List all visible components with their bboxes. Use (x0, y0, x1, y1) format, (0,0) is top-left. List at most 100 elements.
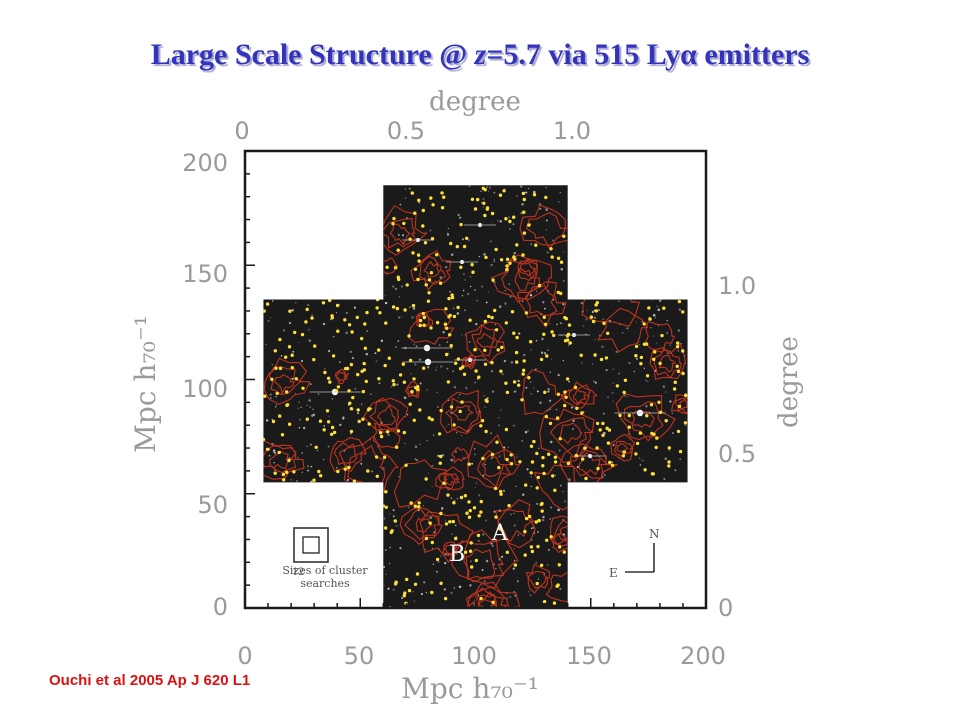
emitter-point (581, 457, 585, 461)
contour-line (679, 398, 688, 410)
emitter-point (643, 468, 647, 472)
emitter-point (322, 428, 326, 432)
noise-speck (529, 381, 532, 383)
emitter-point (540, 509, 544, 513)
top-axis-title: degree (429, 87, 521, 117)
emitter-point (527, 376, 531, 380)
noise-speck (446, 367, 449, 370)
noise-speck (477, 594, 479, 596)
noise-speck (470, 560, 472, 562)
noise-speck (669, 400, 672, 403)
noise-speck (570, 329, 572, 331)
noise-speck (426, 439, 428, 442)
noise-speck (513, 524, 516, 527)
emitter-point (263, 437, 266, 442)
emitter-point (559, 260, 564, 264)
noise-speck (650, 327, 652, 329)
emitter-point (530, 549, 535, 554)
noise-speck (562, 491, 564, 493)
noise-speck (571, 428, 574, 431)
noise-speck (473, 448, 476, 450)
emitter-point (673, 380, 677, 384)
x-tick-label: 50 (344, 642, 375, 670)
noise-speck (549, 518, 552, 520)
emitter-point (514, 350, 519, 355)
emitter-point (263, 394, 267, 398)
emitter-point (634, 354, 638, 358)
noise-speck (449, 290, 451, 293)
noise-speck (324, 367, 326, 370)
emitter-point (442, 195, 446, 199)
noise-speck (662, 385, 666, 388)
emitter-point (377, 348, 381, 352)
emitter-point (443, 596, 448, 601)
noise-speck (420, 592, 423, 596)
contour-line (381, 218, 417, 249)
noise-speck (541, 518, 545, 522)
emitter-point (532, 193, 537, 197)
noise-speck (541, 337, 544, 341)
noise-speck (546, 564, 549, 566)
emitter-point (378, 431, 383, 435)
noise-speck (300, 360, 304, 363)
contour-line (408, 308, 455, 345)
emitter-point (439, 408, 443, 413)
noise-speck (328, 350, 331, 353)
emitter-point (515, 243, 519, 247)
emitter-point (404, 463, 408, 467)
emitter-point (381, 504, 385, 508)
noise-speck (353, 306, 356, 309)
emitter-point (435, 320, 440, 325)
noise-speck (448, 423, 450, 426)
inset-marker-1: 1 (292, 567, 298, 578)
emitter-point (515, 335, 519, 340)
noise-speck (280, 354, 283, 357)
contour-line (443, 544, 457, 555)
noise-speck (450, 497, 453, 499)
emitter-point (482, 201, 486, 205)
noise-speck (406, 413, 409, 416)
emitter-point (465, 511, 469, 515)
noise-speck (437, 406, 439, 408)
noise-speck (306, 465, 310, 468)
noise-speck (656, 305, 658, 307)
noise-speck (322, 458, 325, 461)
noise-speck (478, 255, 481, 258)
contour-line (465, 548, 496, 580)
noise-speck (530, 243, 533, 246)
emitter-point (332, 430, 337, 435)
contour-line (525, 284, 558, 316)
emitter-point (553, 488, 557, 492)
emitter-point (487, 314, 491, 319)
contour-line (465, 586, 509, 608)
emitter-point (424, 477, 428, 481)
noise-speck (643, 367, 646, 370)
noise-speck (454, 450, 458, 453)
noise-speck (641, 459, 644, 462)
emitter-point (498, 527, 502, 531)
emitter-point (459, 222, 463, 227)
noise-speck (544, 307, 546, 310)
noise-speck (418, 201, 421, 204)
emitter-point (458, 409, 462, 414)
noise-speck (455, 535, 458, 537)
noise-speck (311, 414, 314, 417)
emitter-point (328, 380, 332, 384)
emitter-point (541, 455, 545, 460)
noise-speck (515, 485, 517, 488)
noise-speck (657, 325, 660, 327)
noise-speck (431, 464, 434, 467)
emitter-point (413, 267, 418, 271)
emitter-point (452, 423, 456, 427)
emitter-point (505, 257, 510, 261)
emitter-point (422, 323, 426, 327)
emitter-point (548, 421, 553, 426)
emitter-point (407, 334, 411, 338)
noise-speck (497, 220, 499, 222)
emitter-point (357, 419, 361, 424)
noise-speck (272, 449, 276, 452)
emitter-point (384, 526, 388, 530)
noise-speck (482, 533, 485, 536)
emitter-point (499, 369, 503, 373)
emitter-point (290, 353, 294, 357)
